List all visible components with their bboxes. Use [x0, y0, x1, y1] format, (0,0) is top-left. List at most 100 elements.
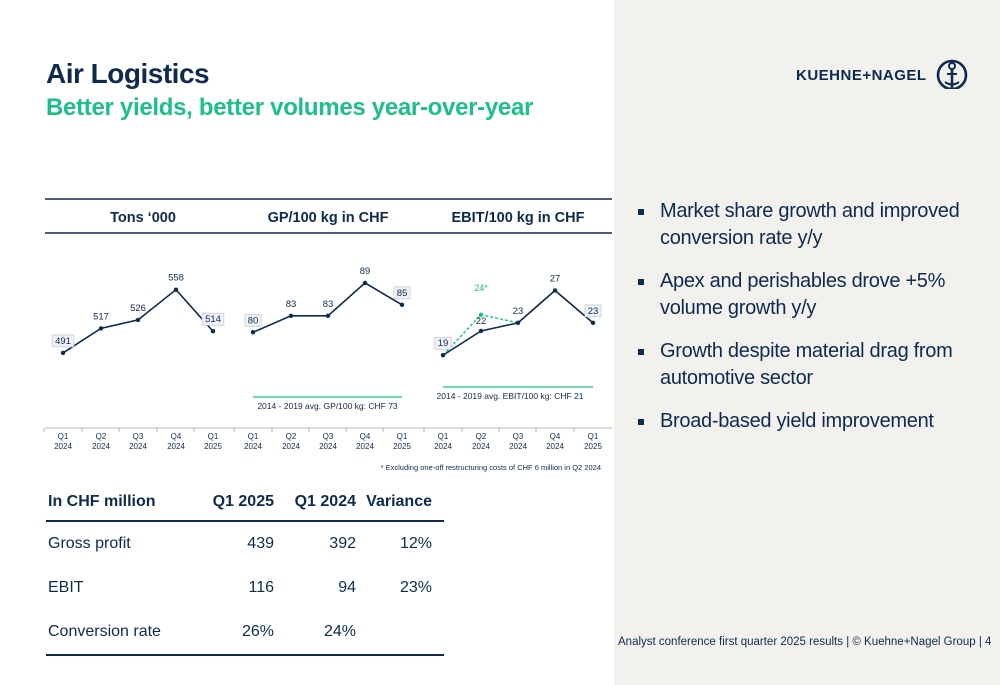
table-cell: Conversion rate — [46, 610, 188, 656]
kpi-charts: Tons ‘000Q12024Q22024Q32024Q42024Q120254… — [43, 198, 612, 472]
table-cell — [356, 610, 444, 656]
data-label: 23 — [588, 306, 599, 317]
x-tick-label: 2024 — [472, 442, 490, 451]
series-point — [590, 320, 596, 326]
data-label: 80 — [248, 315, 259, 326]
x-tick-label: Q2 — [96, 432, 107, 441]
data-label-box — [244, 313, 262, 327]
table-row: Gross profit 439 392 12% — [46, 521, 444, 566]
x-tick-label: 2024 — [92, 442, 110, 451]
x-tick-label: 2024 — [546, 442, 564, 451]
x-tick-label: Q3 — [513, 432, 524, 441]
reference-label: 2014 - 2019 avg. GP/100 kg: CHF 73 — [257, 401, 398, 411]
data-label: 517 — [93, 311, 109, 322]
reference-label: 2014 - 2019 avg. EBIT/100 kg: CHF 21 — [437, 391, 584, 401]
x-tick-label: Q4 — [360, 432, 371, 441]
x-tick-label: 2024 — [356, 442, 374, 451]
adjusted-data-label: 24* — [474, 283, 488, 293]
bullet-item: Market share growth and improved convers… — [638, 198, 968, 252]
data-label: 85 — [397, 288, 408, 299]
chart-title: EBIT/100 kg in CHF — [452, 210, 585, 226]
series-point — [98, 326, 104, 331]
table-cell: 94 — [338, 579, 356, 596]
data-label: 27 — [550, 273, 561, 284]
x-tick-label: Q3 — [323, 432, 334, 441]
series-point — [362, 280, 368, 286]
bullet-marker — [638, 349, 644, 355]
x-tick-label: 2024 — [509, 442, 527, 451]
x-tick-label: 2025 — [204, 442, 222, 451]
x-tick-label: Q1 — [248, 432, 259, 441]
company-logo: KUEHNE+NAGEL — [796, 56, 969, 94]
x-tick-label: Q1 — [397, 432, 408, 441]
table-header-cell: Q1 2024 — [274, 484, 356, 522]
table-cell: EBIT — [48, 579, 84, 596]
anchor-icon — [936, 59, 967, 94]
table-header-cell: Variance — [356, 484, 444, 522]
page-title: Air Logistics — [46, 58, 210, 89]
x-tick-label: 2024 — [54, 442, 72, 451]
x-tick-label: Q4 — [550, 432, 561, 441]
data-label-box — [393, 286, 411, 300]
key-points-list: Market share growth and improved convers… — [638, 198, 968, 451]
data-label: 23 — [513, 306, 524, 317]
x-tick-label: 2024 — [282, 442, 300, 451]
table-header-cell: Q1 2025 — [188, 484, 274, 522]
x-tick-label: 2024 — [167, 442, 185, 451]
series-point — [210, 329, 216, 334]
x-tick-label: 2024 — [434, 442, 452, 451]
bullet-marker — [638, 209, 644, 215]
data-label: 19 — [438, 338, 449, 349]
financials-table: In CHF million Q1 2025 Q1 2024 Variance … — [46, 484, 444, 656]
data-label: 83 — [323, 299, 334, 310]
table-cell: Gross profit — [48, 535, 131, 552]
chart-title: GP/100 kg in CHF — [268, 210, 389, 226]
table-cell: 23% — [399, 579, 432, 596]
logo-wordmark: KUEHNE+NAGEL — [796, 66, 927, 84]
series-point — [399, 302, 405, 308]
data-label-box — [434, 336, 452, 350]
x-tick-label: Q3 — [133, 432, 144, 441]
x-tick-label: Q1 — [438, 432, 449, 441]
bullet-item: Apex and perishables drove +5% volume gr… — [638, 268, 968, 322]
data-label: 83 — [286, 299, 297, 310]
series-point — [552, 288, 558, 293]
series-point — [250, 330, 256, 335]
x-tick-label: Q1 — [588, 432, 599, 441]
series-point — [478, 328, 484, 334]
bullet-item: Growth despite material drag from automo… — [638, 338, 968, 392]
series-point — [288, 313, 294, 319]
table-header-row: In CHF million Q1 2025 Q1 2024 Variance — [46, 484, 444, 522]
x-tick-label: Q4 — [171, 432, 182, 441]
series-point — [515, 320, 521, 326]
bullet-marker — [638, 279, 644, 285]
data-label-box — [51, 334, 75, 348]
series-point — [173, 287, 179, 292]
series-point — [135, 317, 141, 323]
data-label: 558 — [168, 273, 184, 284]
data-label: 491 — [55, 336, 71, 347]
page-footer: Analyst conference first quarter 2025 re… — [618, 636, 992, 648]
x-tick-label: Q2 — [286, 432, 297, 441]
x-tick-label: 2024 — [319, 442, 337, 451]
adjusted-series-point — [478, 312, 484, 317]
table-cell: 392 — [329, 535, 356, 552]
data-label: 89 — [360, 266, 371, 277]
x-tick-label: 2025 — [584, 442, 602, 451]
table-cell: 116 — [248, 579, 274, 596]
x-tick-label: Q2 — [476, 432, 487, 441]
data-label: 526 — [130, 303, 146, 314]
table-cell: 26% — [188, 610, 274, 656]
table-row: EBIT 116 94 23% — [46, 566, 444, 610]
x-tick-label: 2024 — [244, 442, 262, 451]
bullet-item: Broad-based yield improvement — [638, 408, 968, 435]
data-label-box — [584, 304, 602, 318]
x-tick-label: 2024 — [129, 442, 147, 451]
x-tick-label: 2025 — [393, 442, 411, 451]
data-label: 22 — [476, 316, 487, 327]
series-point — [440, 353, 446, 358]
x-tick-label: Q1 — [58, 432, 69, 441]
data-label-box — [201, 312, 225, 326]
table-header-cell: In CHF million — [46, 484, 188, 522]
series-point — [325, 313, 331, 319]
